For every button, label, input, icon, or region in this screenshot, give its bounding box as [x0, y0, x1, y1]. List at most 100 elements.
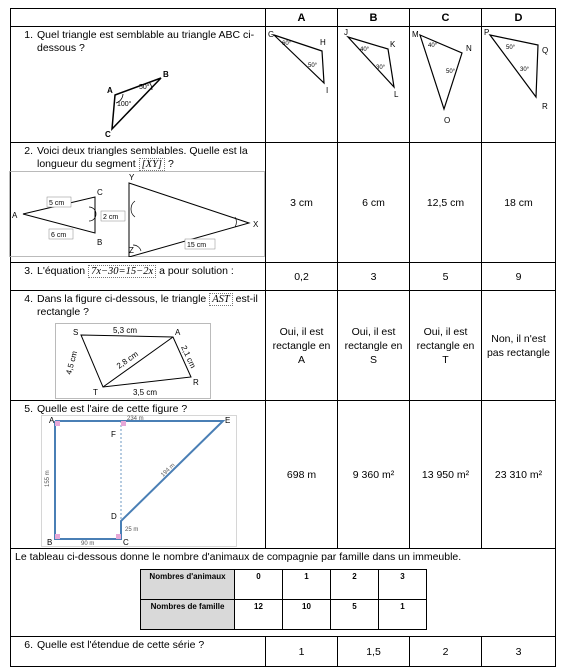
label-c: C [97, 188, 103, 197]
stats-cell: 1 [282, 569, 331, 600]
question-2-number: 2. [24, 145, 33, 157]
question-3-row: 3. L'équation 7x−30=15−2x a pour solutio… [10, 262, 556, 291]
stats-cell: 0 [234, 569, 283, 600]
answer-6c[interactable]: 2 [409, 636, 482, 667]
stats-cell: 10 [282, 599, 331, 630]
vertex-g: G [268, 30, 274, 39]
stats-cell: 3 [378, 569, 427, 600]
question-4-label: Dans la figure ci-dessous, le triangle [37, 293, 207, 305]
label-c: C [105, 130, 111, 137]
question-4-number: 4. [24, 293, 33, 305]
answer-2b[interactable]: 6 cm [337, 142, 410, 263]
answer-3a[interactable]: 0,2 [265, 262, 338, 291]
label-b: B [163, 70, 169, 79]
question-4-text: 4. Dans la figure ci-dessous, le triangl… [15, 293, 261, 319]
option-d-cell[interactable]: P Q R 50° 30° [481, 26, 556, 143]
triangle-ghi-figure: G H I 60° 50° [268, 30, 328, 95]
angle-k: 30° [376, 65, 386, 71]
question-4-cell: 4. Dans la figure ci-dessous, le triangl… [10, 290, 266, 401]
question-3-text: 3. L'équation 7x−30=15−2x a pour solutio… [15, 265, 261, 278]
question-1-row: 1. Quel triangle est semblable au triang… [10, 26, 556, 143]
question-5-row: 5. Quelle est l'aire de cette figure ? A… [10, 400, 556, 549]
answer-5c[interactable]: 13 950 m² [409, 400, 482, 549]
vertex-n: N [466, 44, 472, 53]
vertex-i: I [326, 86, 328, 95]
angle-p: 50° [506, 45, 516, 51]
stats-table: Nombres d'animaux 0 1 2 3 Nombres de fam… [140, 569, 427, 630]
question-4-suffix: est-il rectangle ? [37, 293, 258, 318]
question-2-text: 2. Voici deux triangles semblables. Quel… [15, 145, 261, 171]
question-2-row: 2. Voici deux triangles semblables. Quel… [9, 142, 556, 263]
label-a: A [12, 211, 18, 220]
question-3-cell: 3. L'équation 7x−30=15−2x a pour solutio… [10, 262, 266, 291]
question-3-suffix: a pour solution : [159, 265, 234, 277]
label-c: C [123, 538, 129, 547]
question-1-text: 1. Quel triangle est semblable au triang… [15, 29, 261, 55]
answer-3d[interactable]: 9 [481, 262, 556, 291]
triangle-mno-figure: M N O 40° 50° [412, 30, 472, 125]
answer-3c[interactable]: 5 [409, 262, 482, 291]
answer-6b[interactable]: 1,5 [337, 636, 410, 667]
label-x: X [253, 220, 259, 229]
question-6-row: 6. Quelle est l'étendue de cette série ?… [10, 636, 556, 667]
answer-6d[interactable]: 3 [481, 636, 556, 667]
header-blank [10, 8, 266, 27]
answer-6a[interactable]: 1 [265, 636, 338, 667]
stats-row-families: Nombres de famille 12 10 5 1 [140, 599, 427, 630]
stats-cell: Le tableau ci-dessous donne le nombre d'… [10, 548, 556, 637]
length-at: 2,8 cm [115, 349, 140, 370]
vertex-r: R [542, 102, 548, 111]
vertex-m: M [412, 30, 419, 39]
triangle-pqr-figure: P Q R 50° 30° [484, 28, 548, 111]
answer-4a[interactable]: Oui, il est rectangle en A [265, 290, 338, 401]
option-b-cell[interactable]: J K L 40° 30° [337, 26, 410, 143]
vertex-q: Q [542, 46, 548, 55]
answer-2c[interactable]: 12,5 cm [409, 142, 482, 263]
length-sa: 5,3 cm [113, 326, 137, 335]
angle-m: 40° [428, 43, 438, 49]
label-y: Y [129, 173, 135, 182]
label-s: S [73, 328, 78, 337]
answer-3b[interactable]: 3 [337, 262, 410, 291]
question-5-text: 5. Quelle est l'aire de cette figure ? [15, 403, 261, 416]
answer-4b[interactable]: Oui, il est rectangle en S [337, 290, 410, 401]
stats-cell: 1 [378, 599, 427, 630]
column-header-d: D [481, 8, 556, 27]
quadrilateral-figure: S A T R 5,3 cm 4,5 cm 2,8 cm 2,1 cm 3,5 … [55, 323, 211, 399]
vertex-p: P [484, 28, 489, 37]
question-6-label: Quelle est l'étendue de cette série ? [37, 639, 205, 651]
label-t: T [93, 388, 98, 397]
label-b: B [47, 538, 52, 547]
label-z: Z [129, 246, 134, 255]
answer-2a[interactable]: 3 cm [265, 142, 338, 263]
question-1-label: Quel triangle est semblable au triangle … [37, 29, 255, 54]
length-ab: 155 m [45, 470, 51, 487]
angle-q: 30° [520, 67, 530, 73]
answer-5d[interactable]: 23 310 m² [481, 400, 556, 549]
question-5-number: 5. [24, 403, 33, 415]
answer-4d[interactable]: Non, il n'est pas rectangle [481, 290, 556, 401]
question-4-row: 4. Dans la figure ci-dessous, le triangl… [10, 290, 556, 401]
label-r: R [193, 378, 199, 387]
label-a: A [49, 416, 55, 425]
length-st: 4,5 cm [64, 350, 79, 376]
vertex-h: H [320, 38, 326, 47]
length-ab: 6 cm [51, 232, 66, 239]
angle-g: 60° [282, 41, 292, 47]
answer-5a[interactable]: 698 m [265, 400, 338, 549]
question-6-cell: 6. Quelle est l'étendue de cette série ? [10, 636, 266, 667]
stats-intro: Le tableau ci-dessous donne le nombre d'… [15, 551, 462, 563]
option-a-cell[interactable]: G H I 60° 50° [265, 26, 338, 143]
answer-5b[interactable]: 9 360 m² [337, 400, 410, 549]
question-3-number: 3. [24, 265, 33, 277]
stats-row2-label: Nombres de famille [140, 599, 235, 630]
answer-4c[interactable]: Oui, il est rectangle en T [409, 290, 482, 401]
option-c-cell[interactable]: M N O 40° 50° [409, 26, 482, 143]
question-6-text: 6. Quelle est l'étendue de cette série ? [15, 639, 261, 652]
label-a: A [175, 328, 181, 337]
answer-2d[interactable]: 18 cm [481, 142, 556, 263]
length-ac: 5 cm [49, 200, 64, 207]
stats-row-animals: Nombres d'animaux 0 1 2 3 [140, 569, 427, 600]
column-header-c: C [409, 8, 482, 27]
